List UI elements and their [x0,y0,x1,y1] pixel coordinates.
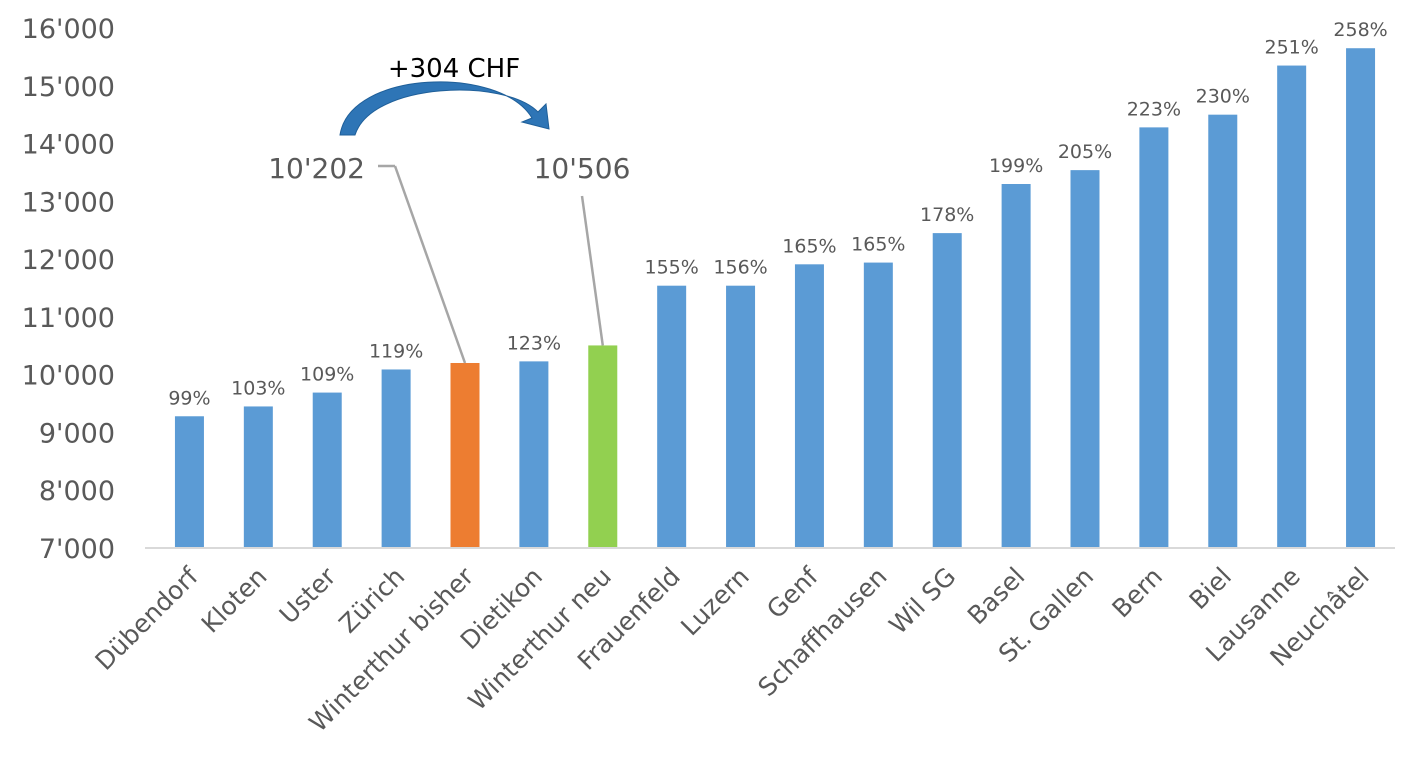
y-tick-label: 16'000 [22,14,115,45]
y-tick-label: 15'000 [22,72,115,103]
y-tick-label: 14'000 [22,130,115,161]
x-tick-label: Genf [761,561,824,624]
curved-arrow-icon [339,81,550,136]
bar [1001,184,1031,548]
bar [174,416,204,548]
data-label: 99% [168,387,210,409]
data-label: 223% [1127,98,1181,120]
data-label: 205% [1058,141,1112,163]
bar [519,361,549,548]
bar [1208,114,1238,549]
data-label: 251% [1265,37,1319,59]
x-tick-label: Luzern [675,562,755,642]
y-axis: 7'000 8'000 9'000 10'000 11'000 12'000 13'000 1… [22,14,115,565]
bar [794,264,824,548]
x-tick-label: Biel [1184,562,1237,615]
y-tick-label: 8'000 [39,476,115,507]
data-label: 199% [989,155,1043,177]
bar [863,262,893,548]
data-label: 165% [782,235,836,257]
callout-label-winterthur-neu: 10'506 [534,152,631,185]
x-tick-label: Wil SG [884,562,962,640]
data-label: 119% [369,340,423,362]
x-tick-label: Dübendorf [90,561,205,676]
bar [1277,65,1307,549]
data-label: 178% [920,204,974,226]
y-tick-label: 13'000 [22,187,115,218]
x-tick-label: Kloten [196,562,273,639]
bar [1139,127,1169,548]
bar [932,233,962,548]
bar [1346,48,1376,548]
data-label: 165% [851,234,905,256]
x-tick-label: Bern [1106,562,1168,624]
bar [381,369,411,548]
bar [450,362,480,548]
y-tick-label: 12'000 [22,245,115,276]
annotations: 10'202 10'506 +304 CHF [268,54,631,364]
bar [1070,170,1100,548]
callout-leader-line [393,165,467,364]
bar [657,285,687,548]
bar [243,406,273,548]
data-label: 123% [507,332,561,354]
y-tick-label: 9'000 [39,418,115,449]
data-label: 258% [1333,19,1387,41]
callout-label-winterthur-bisher: 10'202 [268,152,365,185]
bar [588,345,618,548]
bar [726,285,756,548]
y-tick-label: 11'000 [22,303,115,334]
callout-leader-line [580,195,605,346]
data-label: 155% [645,257,699,279]
bars [174,48,1376,549]
arrow-label: +304 CHF [388,54,520,84]
y-tick-label: 10'000 [22,361,115,392]
data-label: 230% [1196,86,1250,108]
y-tick-label: 7'000 [39,534,115,565]
data-label: 109% [300,364,354,386]
data-labels: 99% 103% 109% 119% 123% 155% 156% 165% 165% 178% 1… [168,19,1387,409]
data-label: 103% [231,377,285,399]
bar [312,392,342,548]
data-label: 156% [713,257,767,279]
x-tick-label: Uster [274,561,342,629]
